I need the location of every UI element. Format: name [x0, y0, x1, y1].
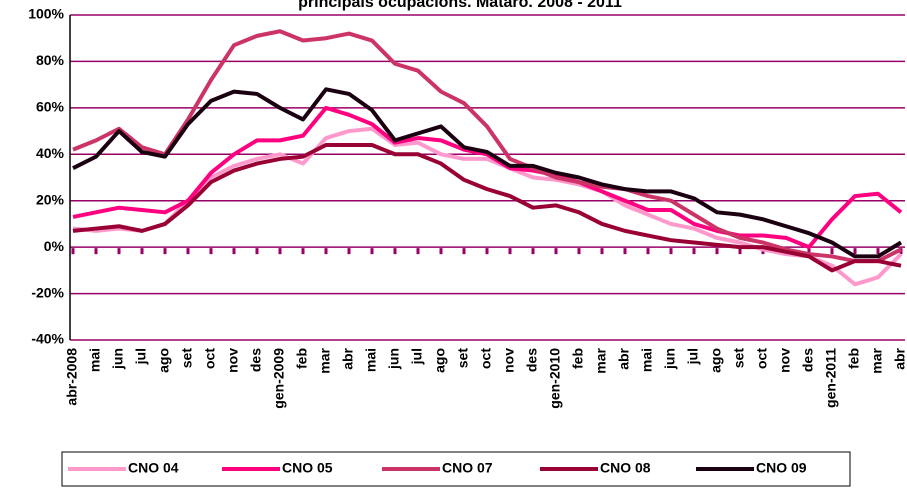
x-tick-label: mai [639, 348, 655, 372]
x-tick-label: jul [409, 348, 425, 365]
x-tick-label: abr [616, 347, 632, 369]
x-tick-label: nov [225, 348, 241, 373]
x-tick-label: set [455, 348, 471, 369]
x-tick-label: jul [685, 348, 701, 365]
x-tick-label: jun [386, 348, 402, 370]
x-tick-label: feb [294, 348, 310, 369]
y-tick-label: 0% [44, 238, 65, 254]
x-tick-label: jul [133, 348, 149, 365]
x-tick-label: gen-2011 [823, 348, 839, 408]
line-series [72, 143, 902, 273]
x-tick-label: mai [363, 348, 379, 372]
x-tick-label: oct [202, 348, 218, 369]
legend-label: CNO 07 [442, 460, 493, 476]
x-tick-label: abr [892, 347, 907, 369]
y-tick-label: 100% [28, 6, 64, 22]
x-tick-label: gen-2009 [271, 348, 287, 409]
x-tick-label: abr-2008 [64, 348, 80, 406]
y-tick-label: 60% [36, 99, 65, 115]
line-series [72, 29, 902, 264]
x-tick-label: feb [846, 348, 862, 369]
x-tick-label: ago [432, 348, 448, 373]
legend-label: CNO 04 [128, 460, 179, 476]
x-tick-label: des [248, 348, 264, 372]
x-tick-label: des [800, 348, 816, 372]
line-series [72, 126, 903, 287]
x-tick-label: jun [662, 348, 678, 370]
x-tick-label: abr [340, 347, 356, 369]
chart-title: principals ocupacions. Mataró. 2008 - 20… [298, 0, 622, 11]
x-tick-label: mar [869, 347, 885, 373]
x-tick-label: mar [317, 347, 333, 373]
line-series [72, 87, 903, 259]
x-tick-label: ago [708, 348, 724, 373]
x-tick-label: feb [570, 348, 586, 369]
legend-label: CNO 05 [282, 460, 333, 476]
y-tick-label: -40% [31, 331, 64, 347]
x-tick-label: nov [777, 348, 793, 373]
x-tick-label: set [179, 348, 195, 369]
x-tick-label: mar [593, 347, 609, 373]
x-tick-label: gen-2010 [547, 348, 563, 409]
x-tick-label: set [731, 348, 747, 369]
y-tick-label: 20% [36, 191, 65, 207]
x-tick-label: jun [110, 348, 126, 370]
x-tick-label: des [524, 348, 540, 372]
x-tick-label: oct [478, 348, 494, 369]
x-tick-label: ago [156, 348, 172, 373]
legend-label: CNO 08 [600, 460, 651, 476]
y-tick-label: 40% [36, 145, 65, 161]
y-tick-label: 80% [36, 52, 65, 68]
legend-label: CNO 09 [756, 460, 807, 476]
x-tick-label: mai [87, 348, 103, 372]
x-tick-label: oct [754, 348, 770, 369]
y-tick-label: -20% [31, 284, 64, 300]
x-tick-label: nov [501, 348, 517, 373]
